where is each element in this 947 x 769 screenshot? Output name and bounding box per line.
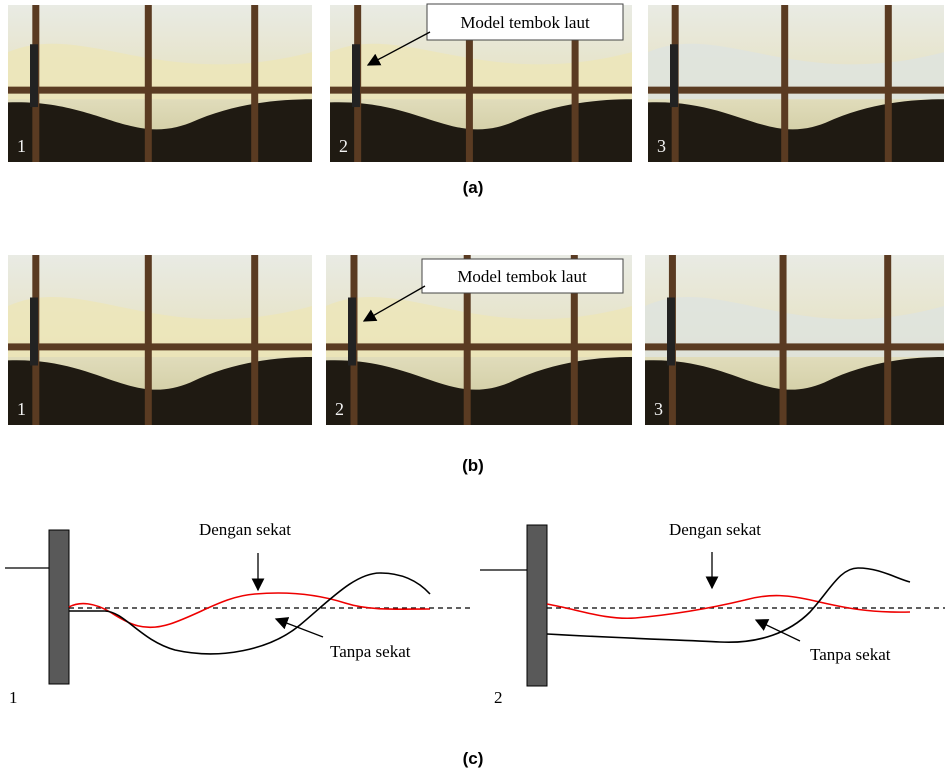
frame-bar bbox=[780, 255, 787, 425]
seawall-model bbox=[667, 298, 675, 366]
diagram: Dengan sekat Tanpa sekat 1 bbox=[5, 520, 470, 707]
seawall-model bbox=[348, 298, 356, 366]
frame-bar bbox=[781, 5, 788, 162]
curve-label: Tanpa sekat bbox=[330, 642, 411, 661]
plot-number: 2 bbox=[494, 688, 503, 707]
photo: 3 bbox=[645, 255, 944, 425]
frame-bar bbox=[8, 343, 312, 350]
photo-number: 1 bbox=[17, 399, 26, 419]
diagram: Dengan sekat Tanpa sekat 2 bbox=[480, 520, 945, 707]
photo: 1 bbox=[8, 255, 312, 425]
panel-label: (b) bbox=[462, 456, 484, 475]
frame-bar bbox=[145, 255, 152, 425]
frame-bar bbox=[251, 255, 258, 425]
photo-number: 2 bbox=[335, 399, 344, 419]
seawall-model bbox=[670, 44, 678, 107]
photo-number: 2 bbox=[339, 136, 348, 156]
seawall-model bbox=[352, 44, 360, 107]
frame-bar bbox=[648, 87, 944, 94]
callout-text: Model tembok laut bbox=[457, 267, 587, 286]
frame-bar bbox=[885, 5, 892, 162]
curve-label: Tanpa sekat bbox=[810, 645, 891, 664]
frame-bar bbox=[330, 87, 632, 94]
photo-number: 1 bbox=[17, 136, 26, 156]
photo-number: 3 bbox=[654, 399, 663, 419]
frame-bar bbox=[645, 343, 944, 350]
seawall-model bbox=[30, 298, 38, 366]
curve-label: Dengan sekat bbox=[199, 520, 291, 539]
callout-text: Model tembok laut bbox=[460, 13, 590, 32]
panel-label: (a) bbox=[463, 178, 484, 197]
photos: 1 2 3 1 2 3 bbox=[8, 5, 944, 425]
frame-bar bbox=[8, 87, 312, 94]
frame-bar bbox=[145, 5, 152, 162]
photo: 3 bbox=[648, 5, 944, 162]
photo-number: 3 bbox=[657, 136, 666, 156]
figure: 1 2 3 1 2 3 (a) (b) (c) Model tembok laut Mod… bbox=[0, 0, 947, 769]
photo: 1 bbox=[8, 5, 312, 162]
panel-label: (c) bbox=[463, 749, 484, 768]
plot-number: 1 bbox=[9, 688, 18, 707]
frame-bar bbox=[251, 5, 258, 162]
frame-bar bbox=[326, 343, 632, 350]
seawall-model bbox=[30, 44, 38, 107]
curve-label: Dengan sekat bbox=[669, 520, 761, 539]
frame-bar bbox=[884, 255, 891, 425]
